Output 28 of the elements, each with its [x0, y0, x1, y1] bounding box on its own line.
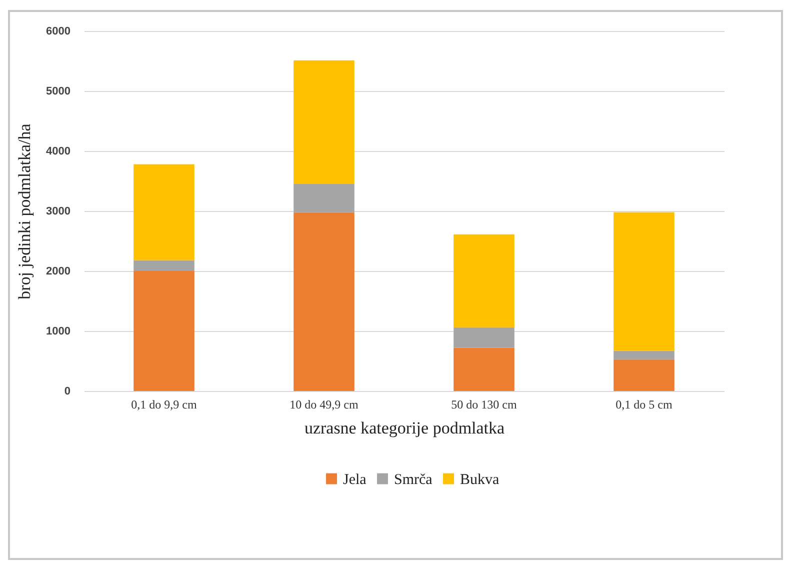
bar — [134, 164, 194, 260]
bar — [614, 359, 674, 391]
bar — [614, 212, 674, 351]
bar — [134, 260, 194, 271]
x-tick-label: 10 do 49,9 cm — [290, 398, 359, 412]
y-tick-label: 2000 — [46, 266, 70, 278]
x-axis-title: uzrasne kategorije podmlatka — [304, 418, 506, 438]
legend-label: Bukva — [460, 472, 500, 488]
x-tick-label: 0,1 do 5 cm — [616, 398, 673, 412]
bar — [614, 350, 674, 360]
y-tick-label: 0 — [64, 386, 70, 398]
bar — [134, 271, 194, 391]
bar — [454, 327, 514, 348]
y-tick-label: 1000 — [46, 326, 70, 338]
y-axis-title: broj jedinki podmlatka/ha — [15, 123, 34, 300]
x-tick-label: 50 do 130 cm — [451, 398, 518, 412]
bar — [294, 60, 354, 184]
y-tick-label: 3000 — [46, 206, 70, 218]
y-tick-label: 5000 — [46, 86, 70, 98]
legend-label: Jela — [343, 472, 367, 488]
bar — [294, 212, 354, 391]
legend-label: Smrča — [394, 472, 433, 488]
bar — [454, 348, 514, 391]
x-tick-label: 0,1 do 9,9 cm — [131, 398, 198, 412]
bar — [294, 184, 354, 212]
bar — [454, 234, 514, 328]
y-tick-label: 6000 — [46, 26, 70, 38]
y-tick-label: 4000 — [46, 146, 70, 158]
